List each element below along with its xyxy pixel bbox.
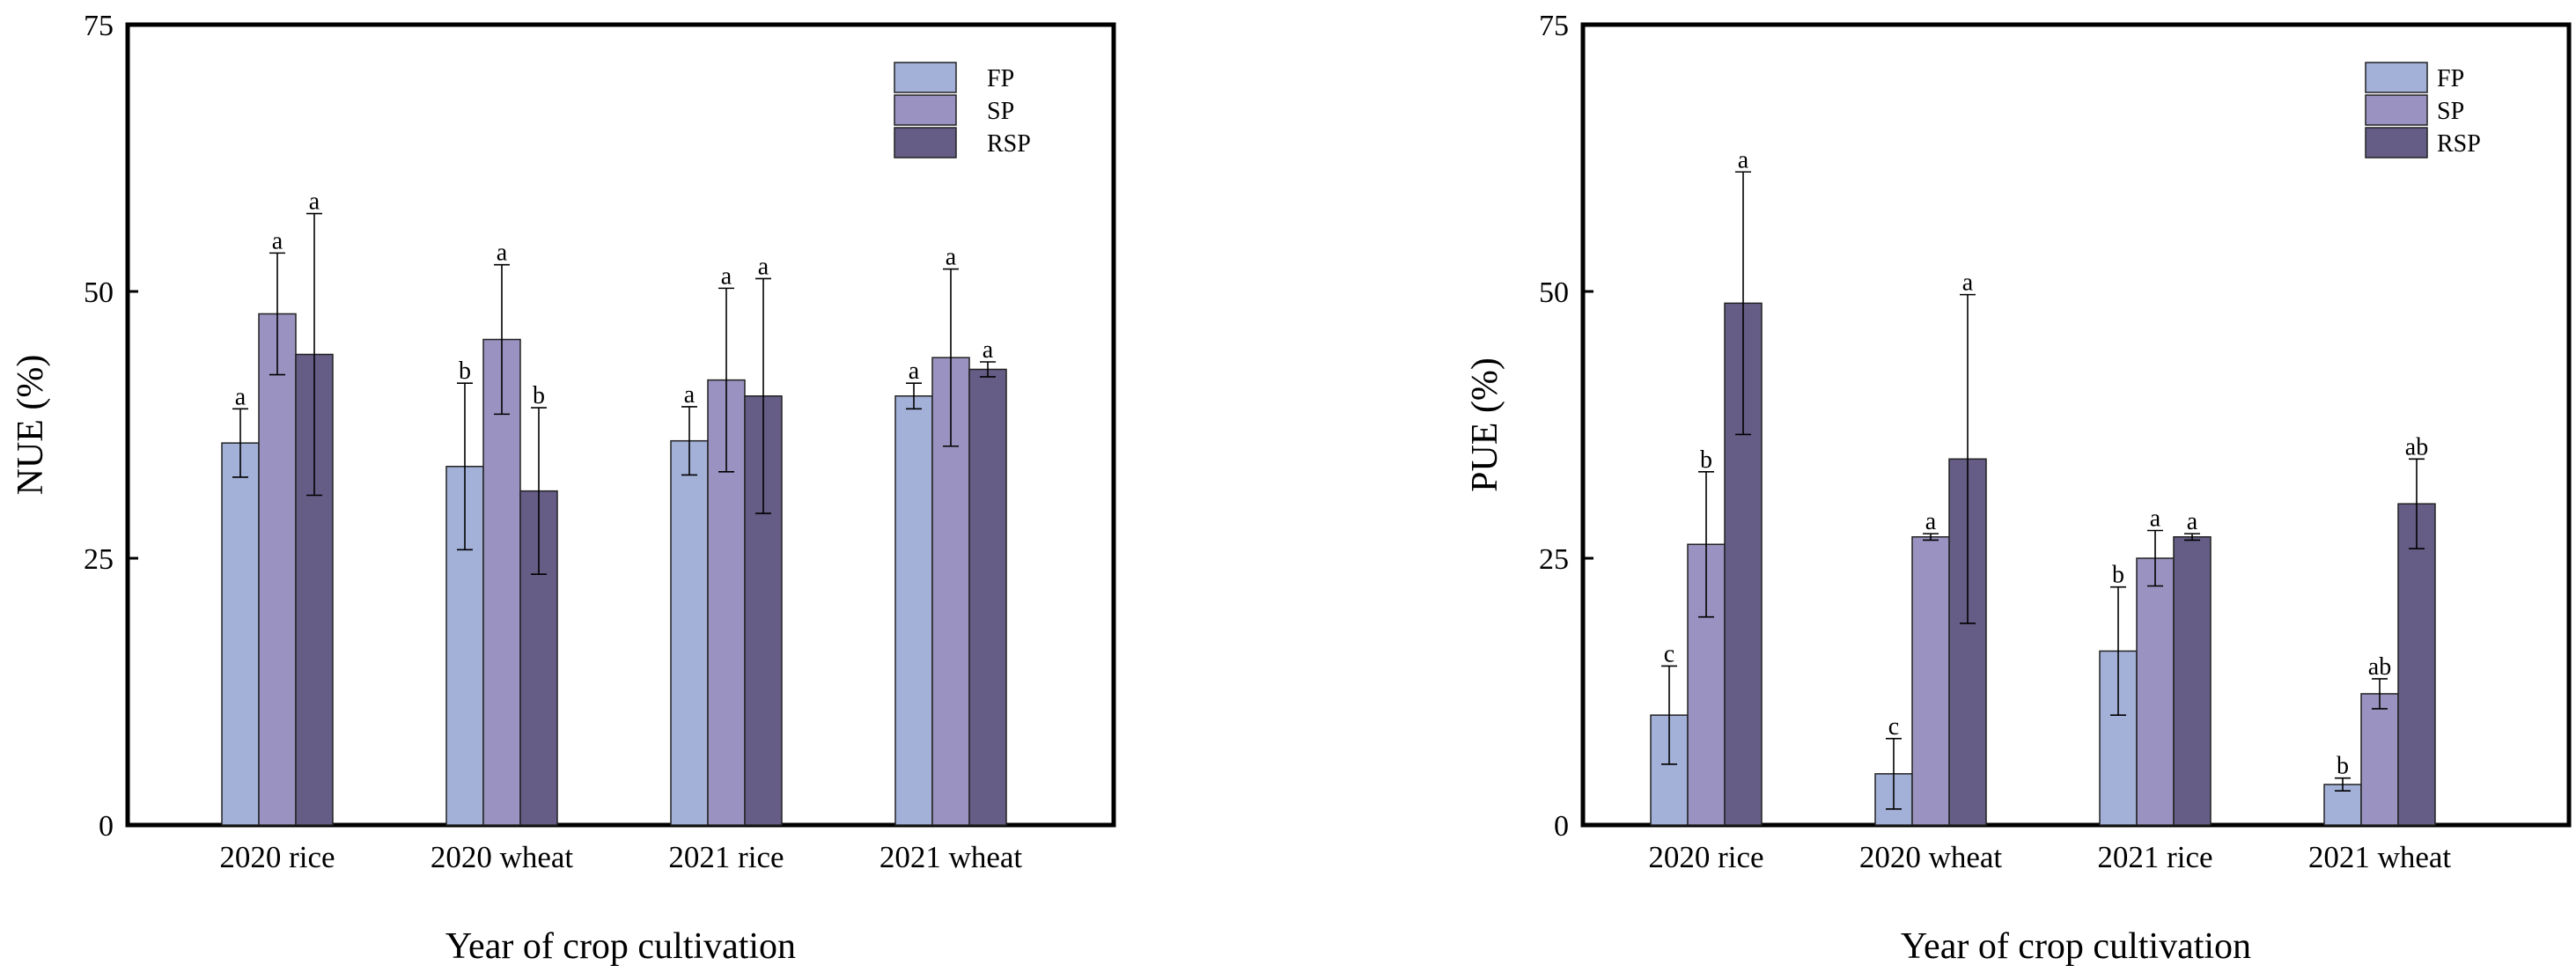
significance-label: ab xyxy=(2405,433,2428,461)
significance-label: a xyxy=(235,383,247,410)
y-tick-label: 75 xyxy=(84,10,114,42)
legend-label-sp: SP xyxy=(987,98,1014,125)
error-bar xyxy=(494,263,510,416)
x-tick-label: 2020 wheat xyxy=(431,840,574,874)
x-tick-label: 2021 rice xyxy=(668,840,784,874)
bar-fp xyxy=(894,395,933,826)
error-bar xyxy=(1698,471,1714,618)
bar-rsp xyxy=(2397,503,2436,826)
bar-rsp xyxy=(2173,536,2212,826)
significance-label: b xyxy=(2337,753,2349,780)
error-bar xyxy=(457,382,473,551)
x-tick-label: 2021 rice xyxy=(2097,840,2212,874)
bar-sp xyxy=(258,313,297,826)
significance-label: a xyxy=(272,227,283,254)
x-tick-label: 2020 rice xyxy=(219,840,335,874)
significance-label: a xyxy=(309,188,320,216)
significance-label: a xyxy=(684,381,696,409)
error-bar xyxy=(755,277,771,514)
error-bar xyxy=(2184,533,2200,542)
significance-label: a xyxy=(497,239,508,267)
legend: FP SP RSP xyxy=(2365,62,2481,158)
y-tick-label: 75 xyxy=(1539,10,1569,42)
legend-swatch-sp xyxy=(894,94,957,126)
significance-label: a xyxy=(1738,146,1749,173)
y-axis-title: NUE (%) xyxy=(11,355,51,496)
y-tick-label: 50 xyxy=(1539,276,1569,309)
error-bar xyxy=(269,252,285,376)
legend-label-sp: SP xyxy=(2437,98,2464,125)
legend-swatch-fp xyxy=(2365,62,2428,93)
significance-label: c xyxy=(1888,713,1899,741)
significance-label: b xyxy=(1700,446,1712,474)
error-bar xyxy=(980,361,996,378)
error-bar xyxy=(2110,586,2126,716)
error-bar xyxy=(906,382,922,410)
legend-swatch-rsp xyxy=(894,127,957,158)
significance-label: a xyxy=(983,336,994,364)
error-bar xyxy=(1960,293,1976,624)
y-tick-label: 25 xyxy=(1539,543,1569,576)
y-tick-label: 25 xyxy=(84,543,114,576)
legend-label-fp: FP xyxy=(2437,65,2464,92)
plot-frame xyxy=(1580,22,2572,828)
legend-swatch-fp xyxy=(894,62,957,93)
pue-chart: 0 25 50 75 2020 rice 2020 wheat 2021 rice 2021 … xyxy=(1465,10,2572,967)
legend-swatch-rsp xyxy=(2365,127,2428,158)
legend-label-rsp: RSP xyxy=(2437,130,2481,158)
error-bar xyxy=(1735,171,1751,436)
significance-label: a xyxy=(909,357,920,385)
significance-label: b xyxy=(459,357,471,385)
x-tick-label: 2020 wheat xyxy=(1859,840,2003,874)
plot-frame xyxy=(125,22,1116,828)
x-tick-label: 2021 wheat xyxy=(880,840,1023,874)
error-bar xyxy=(1661,665,1677,765)
significance-label: b xyxy=(533,382,545,409)
significance-label: c xyxy=(1664,640,1674,667)
significance-label: a xyxy=(2150,505,2161,532)
bar-fp xyxy=(670,439,709,826)
bar-sp xyxy=(482,338,521,826)
significance-label: ab xyxy=(2368,653,2391,681)
significance-label: a xyxy=(721,262,732,290)
error-bar xyxy=(1886,738,1902,810)
significance-label: a xyxy=(2187,508,2198,535)
significance-label: a xyxy=(946,244,957,271)
nue-chart: 0 25 50 75 2020 rice 2020 wheat 2021 rice 2021 … xyxy=(11,10,1116,967)
legend: FP SP RSP xyxy=(894,62,1031,158)
error-bar xyxy=(531,407,547,575)
y-axis-title: PUE (%) xyxy=(1465,357,1505,492)
significance-label: a xyxy=(1962,269,1974,297)
legend-label-rsp: RSP xyxy=(987,130,1031,158)
error-bar xyxy=(2335,777,2351,792)
x-tick-label: 2021 wheat xyxy=(2308,840,2452,874)
bar-fp xyxy=(221,442,260,826)
y-tick-label: 50 xyxy=(84,276,114,309)
y-tick-label: 0 xyxy=(99,810,114,843)
error-bar xyxy=(1923,533,1939,542)
bar-rsp xyxy=(968,368,1007,826)
x-axis-title: Year of crop cultivation xyxy=(1901,926,2251,967)
significance-label: b xyxy=(2112,562,2124,589)
error-bar xyxy=(2409,458,2425,549)
legend-swatch-sp xyxy=(2365,94,2428,126)
error-bar xyxy=(2147,529,2163,587)
error-bar xyxy=(306,212,322,497)
y-tick-label: 0 xyxy=(1554,810,1569,843)
bar-rsp xyxy=(519,490,558,826)
x-axis-title: Year of crop cultivation xyxy=(445,926,796,967)
x-tick-label: 2020 rice xyxy=(1648,840,1763,874)
error-bar xyxy=(718,287,734,473)
error-bar xyxy=(943,268,959,447)
bar-sp xyxy=(2136,557,2175,826)
significance-label: a xyxy=(758,253,769,280)
error-bar xyxy=(681,406,697,476)
error-bar xyxy=(2372,678,2388,710)
bar-sp xyxy=(1911,536,1950,826)
error-bar xyxy=(232,408,248,478)
legend-label-fp: FP xyxy=(987,65,1014,92)
significance-label: a xyxy=(1925,508,1937,535)
bar-sp xyxy=(2360,693,2399,826)
